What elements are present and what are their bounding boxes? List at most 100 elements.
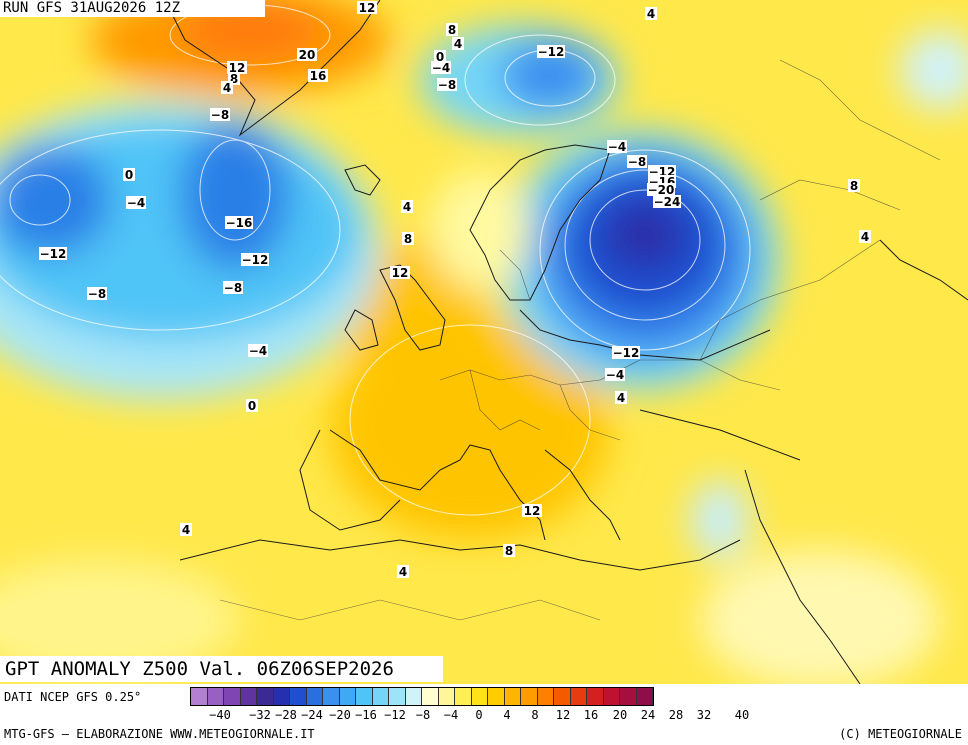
contour-label-bg bbox=[607, 140, 627, 153]
contour-label-bg bbox=[627, 155, 647, 168]
contour-label: −8 bbox=[438, 78, 456, 92]
contour-label-bg bbox=[446, 23, 458, 36]
contour-label: 12 bbox=[229, 61, 246, 75]
contour-label-bg bbox=[648, 165, 676, 178]
contour-label: 8 bbox=[850, 179, 858, 193]
contour-label: 12 bbox=[524, 504, 541, 518]
contour-label-bg bbox=[39, 247, 67, 260]
contour-label-bg bbox=[210, 108, 230, 121]
contour-label: 12 bbox=[392, 266, 409, 280]
contour-label-bg bbox=[859, 230, 871, 243]
scale-swatch bbox=[339, 688, 356, 705]
scale-tick-label: 4 bbox=[503, 708, 511, 722]
contour-label: −16 bbox=[226, 216, 253, 230]
contour-label-bg bbox=[522, 504, 542, 517]
contour-label-bg bbox=[431, 61, 451, 74]
contour-label: 16 bbox=[310, 69, 327, 83]
contour-label-bg bbox=[246, 399, 258, 412]
contour-label: 0 bbox=[125, 168, 133, 182]
contour-label: −8 bbox=[224, 281, 242, 295]
contour-label-bg bbox=[612, 346, 640, 359]
scale-tick-label: 32 bbox=[696, 708, 712, 722]
contour-label: −8 bbox=[628, 155, 646, 169]
scale-tick-label: −16 bbox=[355, 708, 377, 722]
scale-swatch bbox=[438, 688, 455, 705]
contour-label: 0 bbox=[436, 50, 444, 64]
credit-right: (C) METEOGIORNALE bbox=[839, 727, 962, 741]
contour-label: 0 bbox=[248, 399, 256, 413]
scale-swatch bbox=[372, 688, 389, 705]
contour-label: 4 bbox=[403, 200, 411, 214]
contour-label-bg bbox=[221, 81, 233, 94]
contour-label: 4 bbox=[454, 37, 462, 51]
color-scale-ticks: −40 −32 −28 −24 −20 −16 −12 −8 −4 0 4 8 12 16 20 24 28 32… bbox=[190, 708, 966, 722]
contour-label-bg bbox=[437, 78, 457, 91]
scale-swatch bbox=[455, 688, 472, 705]
contour-label: 8 bbox=[505, 544, 513, 558]
contour-label: 8 bbox=[230, 72, 238, 86]
contour-label: −8 bbox=[88, 287, 106, 301]
contour-label: 4 bbox=[617, 391, 625, 405]
contour-label-bg bbox=[87, 287, 107, 300]
contour-label-bg bbox=[647, 183, 675, 196]
scale-swatch bbox=[537, 688, 554, 705]
credit-left: MTG-GFS — ELABORAZIONE WWW.METEOGIORNALE… bbox=[4, 727, 315, 741]
scale-swatch bbox=[603, 688, 620, 705]
contour-label: 4 bbox=[223, 81, 231, 95]
contour-label-bg bbox=[605, 368, 625, 381]
contour-label-bg bbox=[227, 61, 247, 74]
contour-label-bg bbox=[126, 196, 146, 209]
contour-label-bg bbox=[402, 232, 414, 245]
contour-lines bbox=[0, 4, 751, 516]
contour-label: −4 bbox=[608, 140, 626, 154]
scale-tick-label: −28 bbox=[275, 708, 297, 722]
contour-label: −4 bbox=[127, 196, 145, 210]
data-source: DATI NCEP GFS 0.25° bbox=[4, 690, 142, 704]
scale-tick-label: 20 bbox=[612, 708, 628, 722]
scale-tick-label: −8 bbox=[415, 708, 431, 722]
scale-swatch bbox=[422, 688, 439, 705]
map-title: GPT ANOMALY Z500 Val. 06Z06SEP2026 bbox=[0, 656, 443, 682]
contour-label: −12 bbox=[538, 45, 565, 59]
scale-swatch bbox=[240, 688, 257, 705]
scale-tick-label: −32 bbox=[249, 708, 271, 722]
scale-swatch bbox=[224, 688, 241, 705]
scale-tick-label: 16 bbox=[583, 708, 599, 722]
scale-tick-label: 28 bbox=[668, 708, 684, 722]
contour-label-bg bbox=[848, 179, 860, 192]
contour-label-bg bbox=[248, 344, 268, 357]
contour-label-bg bbox=[615, 391, 627, 404]
contour-label-bg bbox=[653, 195, 681, 208]
scale-swatch bbox=[570, 688, 587, 705]
scale-tick-label: 12 bbox=[555, 708, 571, 722]
contour-label: −24 bbox=[654, 195, 681, 209]
scale-swatch bbox=[207, 688, 224, 705]
scale-tick-label: −4 bbox=[443, 708, 459, 722]
contour-label: −4 bbox=[606, 368, 624, 382]
scale-swatch bbox=[273, 688, 290, 705]
contour-label: 8 bbox=[448, 23, 456, 37]
contour-label-bg bbox=[452, 37, 464, 50]
color-scale bbox=[190, 687, 654, 706]
scale-swatch bbox=[356, 688, 373, 705]
run-info: RUN GFS 31AUG2026 12Z bbox=[0, 0, 265, 17]
country-borders bbox=[219, 59, 941, 621]
scale-tick-label: 0 bbox=[475, 708, 483, 722]
contour-label: −8 bbox=[211, 108, 229, 122]
scale-swatch bbox=[257, 688, 274, 705]
scale-swatch bbox=[323, 688, 340, 705]
scale-tick-label: −24 bbox=[301, 708, 323, 722]
scale-swatch bbox=[290, 688, 307, 705]
contour-label-bg bbox=[225, 216, 253, 229]
contour-label: 4 bbox=[399, 565, 407, 579]
anomaly-map: 128404−12−4−820161284−80−4−16−12−12−8−8−… bbox=[0, 0, 968, 684]
scale-tick-label: 8 bbox=[531, 708, 539, 722]
contour-label: 4 bbox=[861, 230, 869, 244]
contour-label-bg bbox=[645, 7, 657, 20]
scale-swatch bbox=[405, 688, 422, 705]
contour-label: −12 bbox=[613, 346, 640, 360]
scale-swatch bbox=[620, 688, 637, 705]
scale-tick-label: 40 bbox=[734, 708, 750, 722]
contour-label: −12 bbox=[242, 253, 269, 267]
